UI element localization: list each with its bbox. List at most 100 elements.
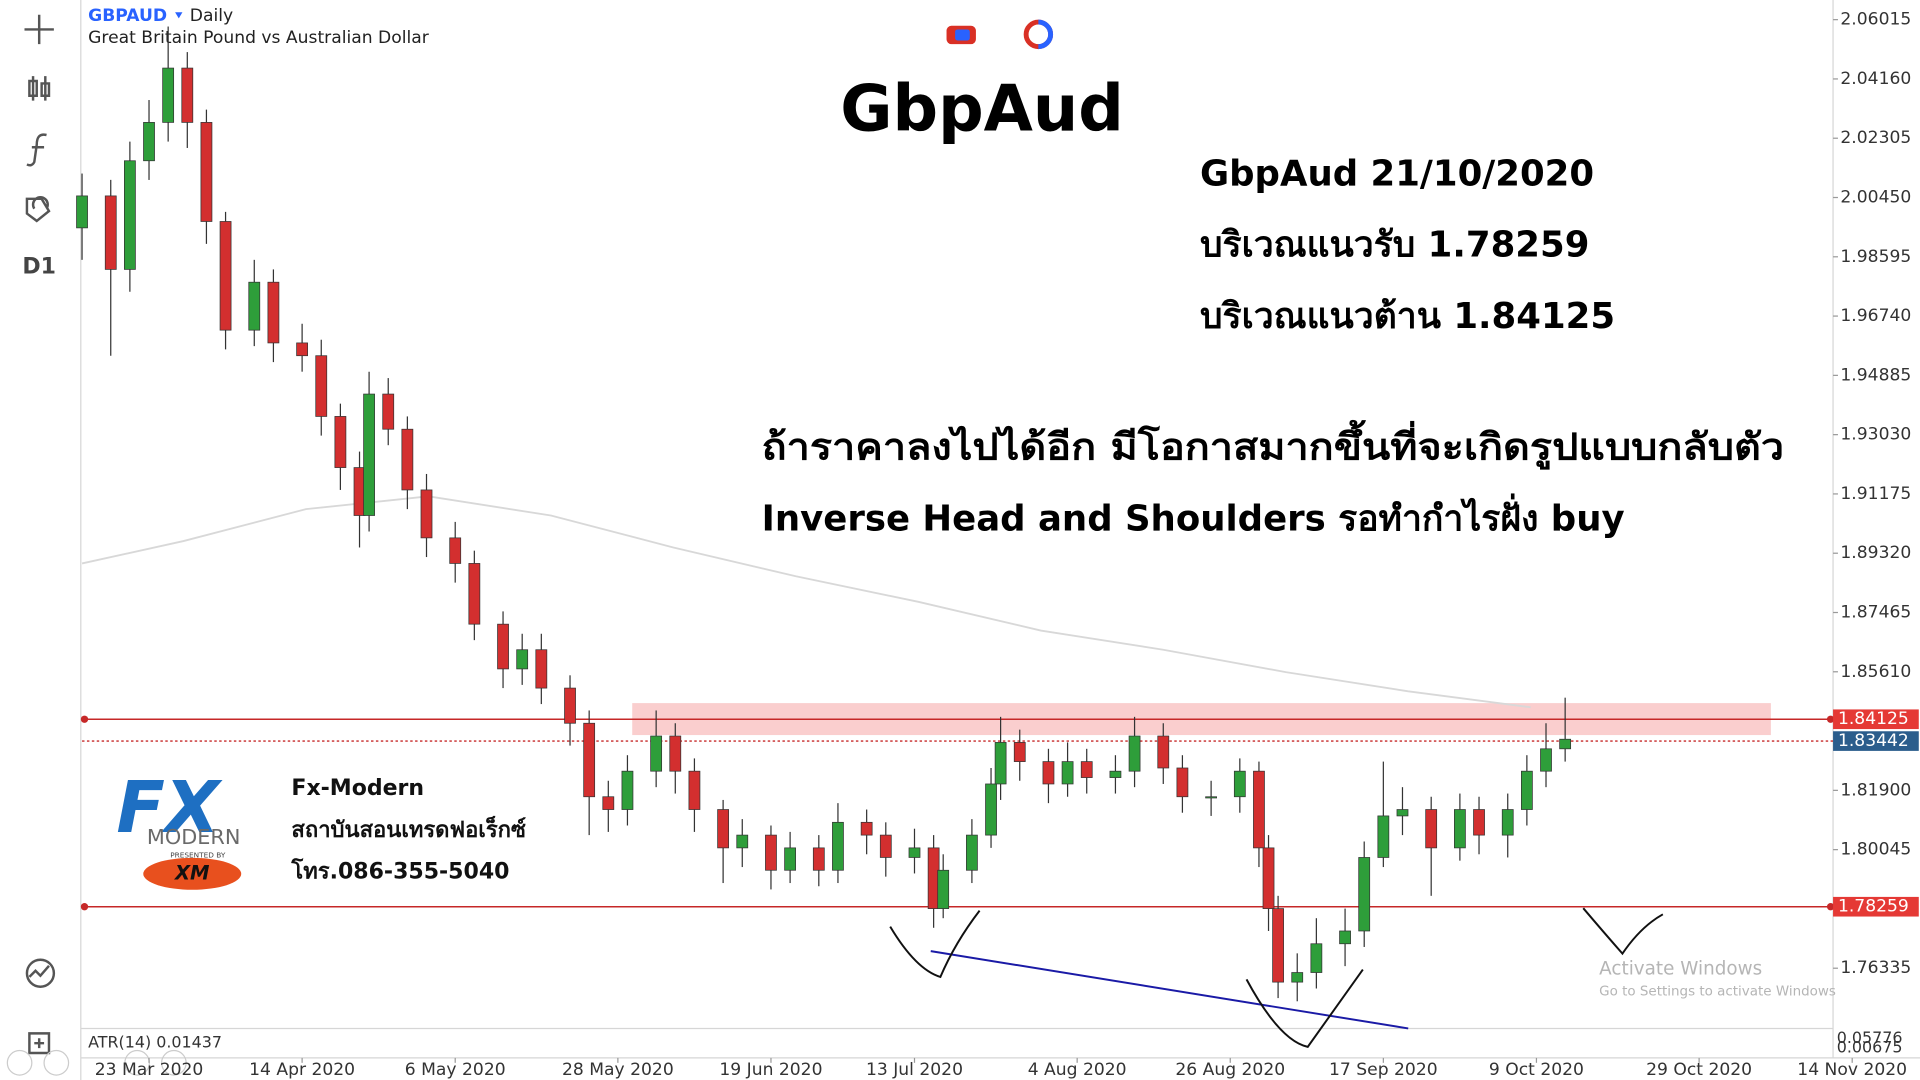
annotation-pattern: ถ้าราคาลงไปได้อีก มีโอกาสมากขึ้นที่จะเกิ… — [762, 420, 1784, 471]
candle-body — [1272, 908, 1284, 983]
candle-body — [200, 122, 213, 222]
indicator-axis-label: 0.00675 — [1837, 1038, 1903, 1057]
candle-body — [535, 649, 548, 689]
candle-body — [1262, 847, 1275, 909]
chart-type-tool[interactable] — [28, 76, 51, 101]
indicator-axis-label: 0.05776 — [1837, 1028, 1903, 1047]
candle-body — [860, 821, 873, 836]
logo-partner-badge — [143, 857, 242, 890]
candle-body — [382, 393, 395, 430]
x-tick-label: 6 May 2020 — [405, 1060, 506, 1080]
candle-body — [449, 537, 462, 564]
candle-body — [1454, 809, 1466, 849]
y-tick-label: 1.89320 — [1840, 543, 1911, 563]
candle-body — [1128, 735, 1141, 772]
indicator-tool[interactable] — [26, 133, 47, 167]
y-tick-label: 1.81900 — [1840, 780, 1911, 800]
y-tick-label: 1.98595 — [1840, 247, 1911, 267]
x-tick-label: 19 Jun 2020 — [719, 1060, 822, 1080]
price-badge-label: 1.83442 — [1838, 731, 1909, 751]
candle-body — [1291, 972, 1304, 983]
candle-body — [162, 67, 175, 123]
candle-body — [76, 195, 88, 229]
x-tick-label: 17 Sep 2020 — [1329, 1060, 1438, 1080]
level-handle — [80, 903, 89, 911]
logo-phone: โทร.086-355-5040 — [290, 858, 509, 885]
bottom-controls — [6, 1049, 187, 1076]
timeframe-button[interactable]: D1 — [22, 255, 56, 280]
level-handle — [1826, 715, 1835, 723]
watermark-title: Activate Windows — [1599, 959, 1762, 980]
price-badge-label: 1.84125 — [1838, 709, 1909, 729]
candle-body — [1377, 815, 1390, 858]
logo: FX MODERN PRESENTED BY XM Fx-Modern สถาบ… — [116, 766, 526, 890]
candle-body — [1042, 761, 1055, 785]
candle-body — [1061, 761, 1074, 785]
candle-body — [812, 847, 825, 871]
candle-body — [181, 67, 194, 123]
candle-body — [334, 416, 347, 468]
analysis-icon — [28, 965, 50, 978]
candle-body — [1109, 770, 1122, 778]
symbol[interactable]: GBPAUD — [88, 6, 167, 26]
y-tick-label: 2.04160 — [1840, 69, 1911, 89]
hand-drawn-marks — [889, 907, 1664, 1048]
candle-body — [1176, 767, 1189, 798]
candle-body — [1339, 930, 1351, 945]
annotation-resistance: บริเวณแนวต้าน 1.84125 — [1200, 296, 1615, 337]
candle-body — [1310, 943, 1323, 973]
candle-body — [985, 783, 997, 836]
candle-body — [1501, 809, 1514, 836]
level-handle — [1826, 903, 1835, 911]
candle-body — [1358, 857, 1371, 932]
y-tick-label: 1.91175 — [1840, 484, 1911, 504]
candle-body — [908, 847, 921, 858]
candle-body — [219, 221, 232, 331]
candle-body — [143, 122, 155, 162]
candle-body — [1425, 809, 1438, 849]
y-tick-label: 1.87465 — [1840, 602, 1911, 622]
logo-partner: XM — [174, 861, 210, 884]
plot — [76, 26, 1835, 1030]
candle-body — [717, 809, 730, 849]
x-tick-label: 14 Nov 2020 — [1797, 1060, 1907, 1080]
y-tick-label: 2.02305 — [1840, 128, 1911, 148]
candle-body — [1233, 770, 1246, 798]
analysis-tool[interactable] — [25, 958, 56, 988]
candle-body — [1396, 809, 1409, 817]
candle-body — [832, 821, 844, 871]
annotation-action: Inverse Head and Shoulders รอทำกำไรฝั่ง … — [762, 492, 1625, 539]
candle-body — [124, 160, 136, 270]
candle-body — [602, 796, 615, 810]
candle-body — [1473, 809, 1485, 836]
candle-body — [966, 834, 978, 871]
crosshair-tool[interactable] — [24, 14, 54, 45]
x-tick-label: 23 Mar 2020 — [95, 1060, 204, 1080]
candle-body — [468, 563, 481, 625]
annotation-support: บริเวณแนวรับ 1.78259 — [1200, 225, 1589, 266]
candle-body — [420, 489, 433, 539]
annotation-title: GbpAud — [840, 72, 1124, 146]
indicator-label: ATR(14) 0.01437 — [88, 1033, 222, 1052]
trendline — [930, 950, 1409, 1030]
logo-name: Fx-Modern — [291, 776, 424, 801]
drawing-tool[interactable] — [25, 196, 51, 223]
candle-body — [669, 735, 682, 772]
logo-school: สถาบันสอนเทรดฟอเร็กซ์ — [291, 815, 526, 843]
x-tick-label: 14 Apr 2020 — [249, 1060, 355, 1080]
annotation-date: GbpAud 21/10/2020 — [1200, 153, 1594, 194]
timeframe: Daily — [190, 6, 233, 26]
candle-body — [736, 834, 749, 849]
x-tick-label: 28 May 2020 — [562, 1060, 674, 1080]
candle-body — [1540, 748, 1552, 772]
y-tick-label: 1.76335 — [1840, 958, 1911, 978]
candle-body — [1013, 742, 1026, 762]
candle-body — [688, 770, 701, 810]
moving-average — [81, 495, 1531, 709]
candle-body — [937, 869, 950, 909]
symbol-dropdown[interactable] — [175, 12, 183, 19]
y-tick-label: 2.00450 — [1840, 187, 1911, 207]
y-tick-label: 1.93030 — [1840, 425, 1911, 445]
x-tick-label: 29 Oct 2020 — [1646, 1060, 1752, 1080]
y-tick-label: 1.96740 — [1840, 306, 1911, 326]
